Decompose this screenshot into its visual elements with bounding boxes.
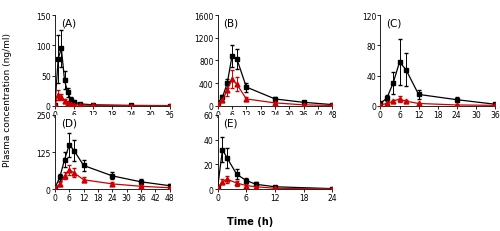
Text: (E): (E) [224,118,238,128]
Text: (A): (A) [60,19,76,29]
Text: (C): (C) [386,19,402,29]
Text: Time (h): Time (h) [227,216,273,226]
Text: (D): (D) [60,118,76,128]
Text: Plasma concentration (ng/ml): Plasma concentration (ng/ml) [3,33,12,166]
Text: (B): (B) [224,19,238,29]
